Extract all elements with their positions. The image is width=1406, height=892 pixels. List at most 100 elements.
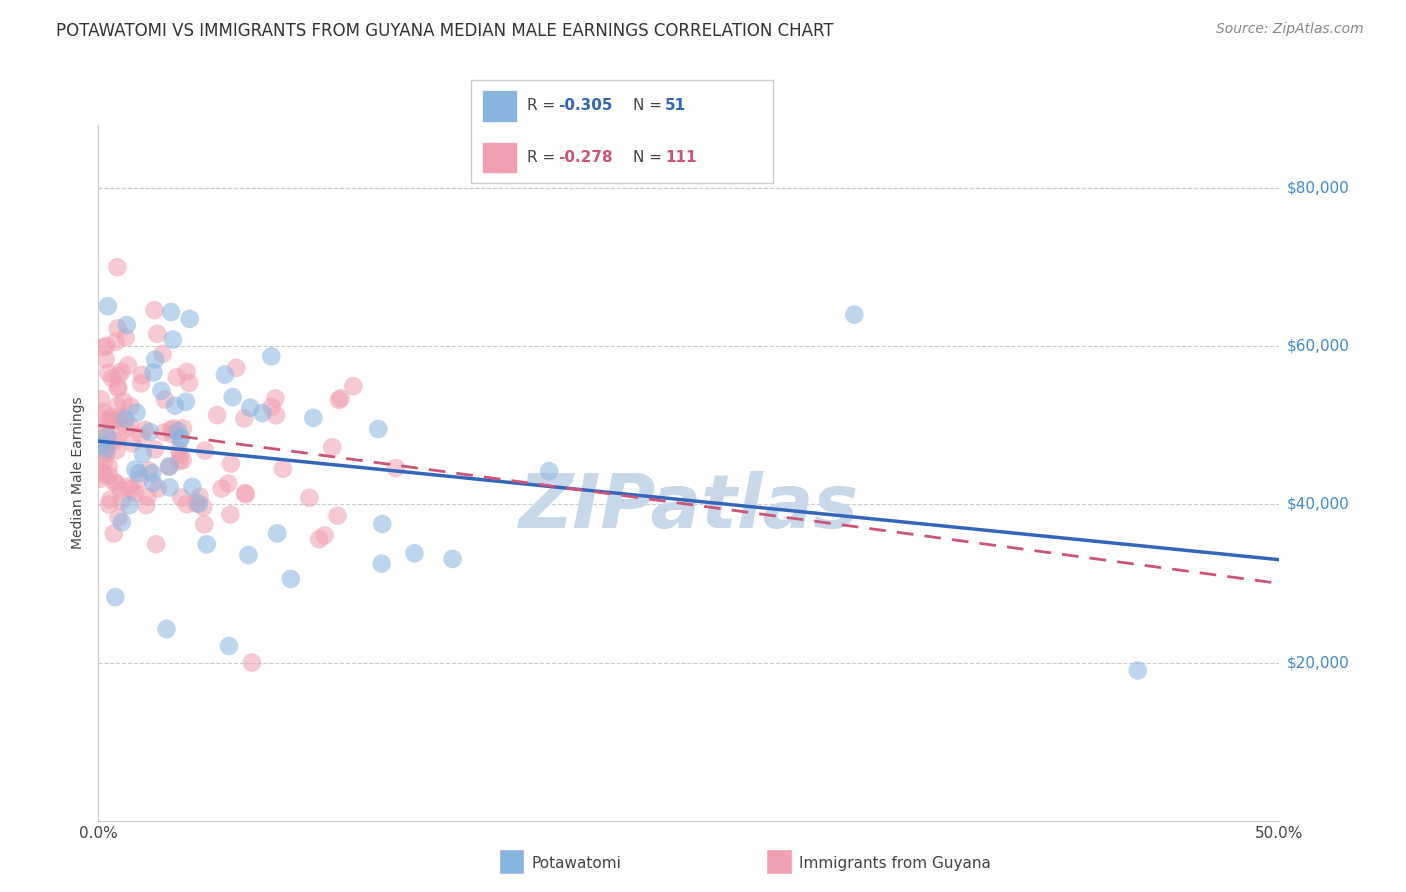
Point (169, 431, 191, 445)
Point (184, 496, 207, 510)
Point (314, 528, 336, 542)
Point (128, 473, 150, 487)
Text: $80,000: $80,000 (1286, 181, 1350, 195)
Point (136, 490, 159, 504)
Point (121, 436, 143, 450)
Point (142, 475, 165, 490)
Text: Source: ZipAtlas.com: Source: ZipAtlas.com (1216, 22, 1364, 37)
Point (160, 305, 183, 319)
Point (107, 380, 129, 394)
Point (172, 421, 194, 435)
Point (129, 429, 152, 443)
Point (93, 440, 115, 454)
Point (110, 483, 132, 498)
Point (260, 350, 283, 364)
Point (321, 440, 343, 454)
Point (142, 366, 165, 380)
Point (96, 339, 118, 353)
Point (118, 479, 141, 493)
Point (145, 537, 167, 551)
Point (153, 425, 176, 440)
Point (98, 468, 121, 483)
Point (160, 423, 183, 437)
Point (125, 406, 148, 420)
Point (90, 425, 112, 440)
Text: $20,000: $20,000 (1286, 655, 1350, 670)
Point (104, 334, 127, 349)
Point (107, 368, 129, 383)
Point (280, 572, 302, 586)
Point (90, 437, 112, 451)
Point (187, 497, 209, 511)
Text: ZIPatlas: ZIPatlas (519, 471, 859, 544)
Point (143, 442, 166, 457)
Point (146, 482, 169, 496)
Point (225, 360, 247, 375)
Text: N =: N = (633, 150, 666, 165)
Point (404, 546, 426, 560)
Point (110, 364, 132, 378)
Point (141, 467, 163, 481)
Point (115, 318, 138, 332)
Point (124, 486, 146, 500)
Point (152, 347, 174, 361)
Text: 51: 51 (665, 98, 686, 113)
Y-axis label: Median Male Earnings: Median Male Earnings (72, 396, 86, 549)
Point (252, 406, 274, 420)
Point (219, 457, 242, 471)
Point (103, 526, 125, 541)
Point (214, 368, 236, 382)
Text: POTAWATOMI VS IMMIGRANTS FROM GUYANA MEDIAN MALE EARNINGS CORRELATION CHART: POTAWATOMI VS IMMIGRANTS FROM GUYANA MED… (56, 22, 834, 40)
Point (370, 557, 392, 571)
Text: R =: R = (527, 98, 561, 113)
Point (329, 391, 352, 405)
Point (384, 461, 406, 475)
Point (90, 472, 112, 486)
Text: 111: 111 (665, 150, 696, 165)
Point (93, 454, 115, 468)
Point (153, 392, 176, 407)
Point (172, 453, 194, 467)
Point (222, 390, 245, 404)
Point (235, 487, 257, 501)
Point (170, 491, 193, 505)
Point (219, 508, 242, 522)
Point (118, 498, 141, 512)
Point (96, 446, 118, 460)
Point (129, 376, 152, 391)
Point (90, 410, 112, 425)
Point (163, 421, 186, 435)
Point (165, 399, 187, 413)
Point (105, 443, 128, 458)
Point (328, 392, 350, 407)
Point (157, 459, 180, 474)
Point (139, 425, 162, 439)
Text: -0.278: -0.278 (558, 150, 613, 165)
Point (97, 299, 120, 313)
Point (176, 497, 198, 511)
Point (155, 622, 177, 636)
Point (188, 490, 211, 504)
Point (169, 448, 191, 462)
Point (115, 421, 138, 435)
Point (538, 464, 561, 478)
Point (264, 409, 287, 423)
Point (298, 491, 321, 505)
Point (167, 424, 190, 438)
Point (91, 450, 114, 464)
Point (441, 552, 464, 566)
Point (166, 370, 188, 384)
Point (162, 427, 184, 442)
Point (181, 480, 204, 494)
Point (120, 400, 142, 414)
Point (326, 508, 349, 523)
Point (302, 410, 325, 425)
Point (179, 376, 201, 390)
Point (105, 260, 128, 275)
Point (193, 517, 215, 532)
Point (233, 486, 256, 500)
Point (98, 492, 121, 507)
Point (260, 400, 283, 414)
Point (132, 447, 155, 461)
Point (308, 533, 330, 547)
